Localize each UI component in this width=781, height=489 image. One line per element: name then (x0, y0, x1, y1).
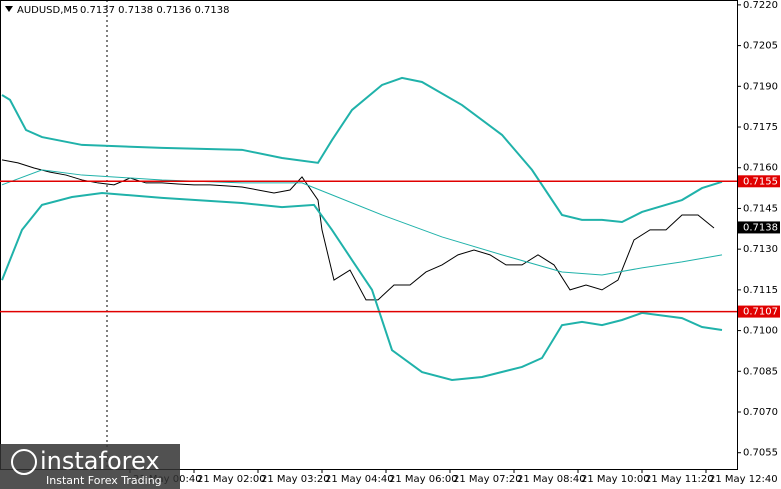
x-tick-label: 21 May 07:20 (453, 474, 522, 485)
series-line (1, 159, 715, 301)
x-tick-label: 21 May 06:00 (389, 474, 458, 485)
y-tick-label: 0.7115 (743, 285, 778, 296)
brand: instaforex (40, 447, 160, 475)
x-tick-label: 21 May 04:40 (325, 474, 394, 485)
plot-frame (0, 0, 738, 470)
y-tick-label: 0.7205 (743, 41, 778, 52)
y-tick-label: 0.7175 (743, 122, 778, 133)
x-tick-label: 21 May 10:00 (581, 474, 650, 485)
menu-arrow (5, 6, 13, 12)
y-tick-label: 0.7100 (743, 326, 778, 337)
y-tick-label: 0.7070 (743, 407, 778, 418)
x-tick-label: 21 May 12:40 (709, 474, 778, 485)
x-tick-label: 21 May 03:20 (261, 474, 330, 485)
series-line (1, 76, 723, 224)
series-line (1, 169, 723, 276)
level-label-bg (738, 305, 780, 318)
watermark: instaforex Instant Forex Trading (0, 444, 180, 489)
y-tick-label: 0.7220 (743, 0, 778, 11)
y-tick-label: 0.7145 (743, 203, 778, 214)
series-line (1, 191, 723, 381)
y-tick-label: 0.7130 (743, 244, 778, 255)
chart-subtitle: 0.7137 0.7138 0.7136 0.7138 (80, 5, 230, 16)
y-tick-label: 0.7160 (743, 163, 778, 174)
tagline: Instant Forex Trading (46, 474, 162, 487)
level-label-bg (738, 175, 780, 188)
logo-icon (11, 449, 37, 475)
last-price-label: 0.7138 (743, 222, 778, 233)
level-label: 0.7155 (743, 176, 778, 187)
x-tick-label: 21 May 08:40 (517, 474, 586, 485)
x-tick-label: 21 May 02:00 (197, 474, 266, 485)
chart-title: AUDUSD,M5 (17, 5, 78, 16)
y-tick-label: 0.7085 (743, 366, 778, 377)
y-tick-label: 0.7190 (743, 81, 778, 92)
level-label: 0.7107 (743, 307, 778, 318)
last-price-bg (738, 221, 780, 234)
x-tick-label: 21 May 11:20 (645, 474, 714, 485)
y-tick-label: 0.7055 (743, 448, 778, 459)
